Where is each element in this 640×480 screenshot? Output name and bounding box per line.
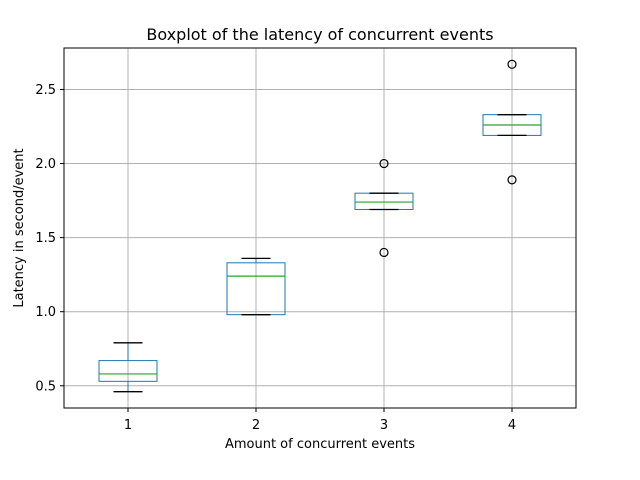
y-tick-label: 1.0 — [35, 305, 56, 320]
x-tick-label: 2 — [252, 418, 260, 433]
x-tick-label: 1 — [124, 418, 132, 433]
box-layer — [98, 59, 542, 393]
x-tick-label: 3 — [380, 418, 388, 433]
y-axis-label: Latency in second/event — [12, 148, 27, 307]
box-group-1 — [98, 342, 158, 393]
outlier-point — [507, 175, 517, 185]
outlier-point — [379, 158, 389, 169]
grid-layer — [64, 48, 576, 408]
x-tick-label: 4 — [508, 418, 516, 433]
y-tick-label: 1.5 — [35, 231, 56, 246]
y-tick-label: 2.0 — [35, 157, 56, 172]
chart-title: Boxplot of the latency of concurrent eve… — [146, 25, 493, 44]
x-axis-label: Amount of concurrent events — [225, 437, 415, 452]
box-group-2 — [226, 257, 286, 316]
tick-layer: 1 2 3 4 0.5 1.0 1.5 2.0 2.5 — [35, 83, 516, 433]
y-tick-label: 2.5 — [35, 83, 56, 98]
box-group-3 — [354, 158, 414, 258]
plot-frame — [63, 47, 577, 409]
outlier-point — [379, 247, 389, 258]
outlier-point — [507, 59, 517, 69]
box — [98, 360, 158, 382]
y-tick-label: 0.5 — [35, 379, 56, 394]
box-group-4 — [482, 59, 542, 185]
